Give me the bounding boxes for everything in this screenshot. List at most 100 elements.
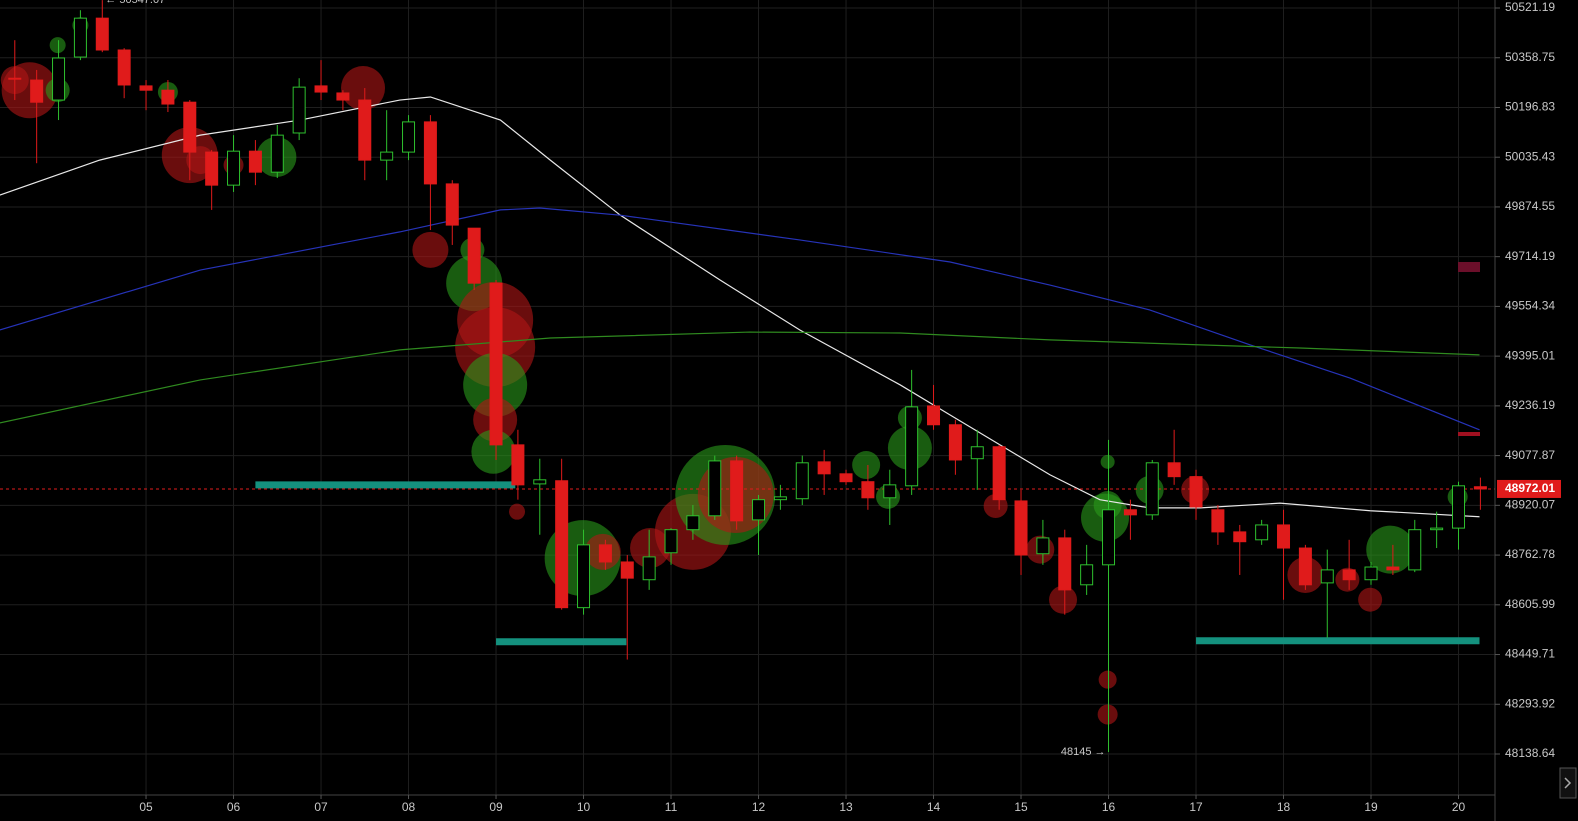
y-tick-label: 50035.43 [1505,149,1555,163]
candle-body [380,151,394,161]
candle-body [1452,485,1466,529]
candle-body [227,150,241,186]
volume-bubble [1366,525,1415,574]
candle-body [95,17,109,51]
candle-body [905,406,919,487]
candle-body [642,556,656,581]
x-tick-label: 16 [1102,800,1116,814]
candle-body [861,481,875,499]
x-tick-label: 09 [489,800,503,814]
chevron-icon [1564,777,1572,789]
candle-body [927,405,941,426]
x-tick-label: 07 [314,800,328,814]
x-tick-label: 05 [139,800,153,814]
candle-body [1102,509,1116,566]
moving-average [0,331,1480,424]
volume-bubble [341,66,386,111]
candle-body [205,151,219,186]
candle-body [139,85,153,91]
candle-body [1123,509,1137,516]
candle-body [773,496,787,501]
candle-body [1277,524,1291,549]
x-tick-label: 18 [1277,800,1291,814]
candle-body [183,101,197,153]
candle-body [1211,509,1225,533]
x-tick-label: 20 [1452,800,1466,814]
x-tick-label: 10 [577,800,591,814]
marker [1458,262,1480,272]
candle-body [948,424,962,461]
x-tick-label: 13 [839,800,853,814]
volume-bubble [49,37,66,54]
y-tick-label: 48449.71 [1505,647,1555,661]
candle-body [555,480,569,609]
candle-body [358,99,372,161]
x-tick-label: 14 [927,800,941,814]
volume-bubble [1049,585,1078,614]
candle-body [292,86,306,134]
candle-body [730,460,744,522]
candle-body [992,446,1006,501]
y-tick-label: 49077.87 [1505,448,1555,462]
candle-body [1342,569,1356,581]
last-price-label: 48972.01 [1505,481,1555,495]
y-tick-label: 50358.75 [1505,50,1555,64]
candle-body [1145,462,1159,516]
volume-bubble [1097,704,1118,725]
candle-body [1298,547,1312,586]
candle-body [117,49,131,86]
candle-body [1233,531,1247,543]
candle-body [73,17,87,58]
candle-body [1189,476,1203,508]
y-tick-label: 48293.92 [1505,696,1555,710]
x-tick-label: 12 [752,800,766,814]
candle-body [314,85,328,93]
candle-body [1386,566,1400,571]
candle-body [445,183,459,226]
y-tick-label: 49874.55 [1505,199,1555,213]
volume-bubble [1358,587,1383,612]
candle-body [1167,462,1181,478]
candle-body [795,462,809,500]
y-tick-label: 50196.83 [1505,100,1555,114]
candle-body [839,473,853,483]
x-tick-label: 08 [402,800,416,814]
y-tick-label: 49714.19 [1505,249,1555,263]
last-price-tag [1497,479,1561,498]
y-tick-label: 48762.78 [1505,547,1555,561]
y-tick-label: 48138.64 [1505,746,1555,760]
volume-bubble [509,503,526,520]
y-tick-label: 49395.01 [1505,348,1555,362]
candle-body [1473,486,1487,490]
x-tick-label: 17 [1189,800,1203,814]
x-tick-label: 15 [1014,800,1028,814]
marker [1458,432,1480,436]
candle-body [817,461,831,475]
candle-body [708,460,722,517]
candle-body [161,89,175,105]
candle-body [598,544,612,563]
candle-body [1364,566,1378,581]
scroll-button[interactable] [1559,767,1577,799]
candle-body [970,446,984,460]
volume-bubble [471,429,516,474]
candle-body [1058,537,1072,591]
candle-body [270,134,284,173]
candle-body [1080,564,1094,586]
moving-average [0,96,1480,518]
candle-body [686,515,700,531]
candle-body [30,79,44,103]
candle-body [620,561,634,579]
candle-body [402,121,416,153]
candle-body [1014,500,1028,556]
y-tick-label: 48605.99 [1505,597,1555,611]
candle-body [577,544,591,609]
volume-bubble [1098,670,1117,689]
candle-body [664,529,678,554]
candle-body [1430,527,1444,531]
grid [0,0,1495,795]
volume-bubble [1100,454,1115,469]
volume-bubble [852,451,881,480]
